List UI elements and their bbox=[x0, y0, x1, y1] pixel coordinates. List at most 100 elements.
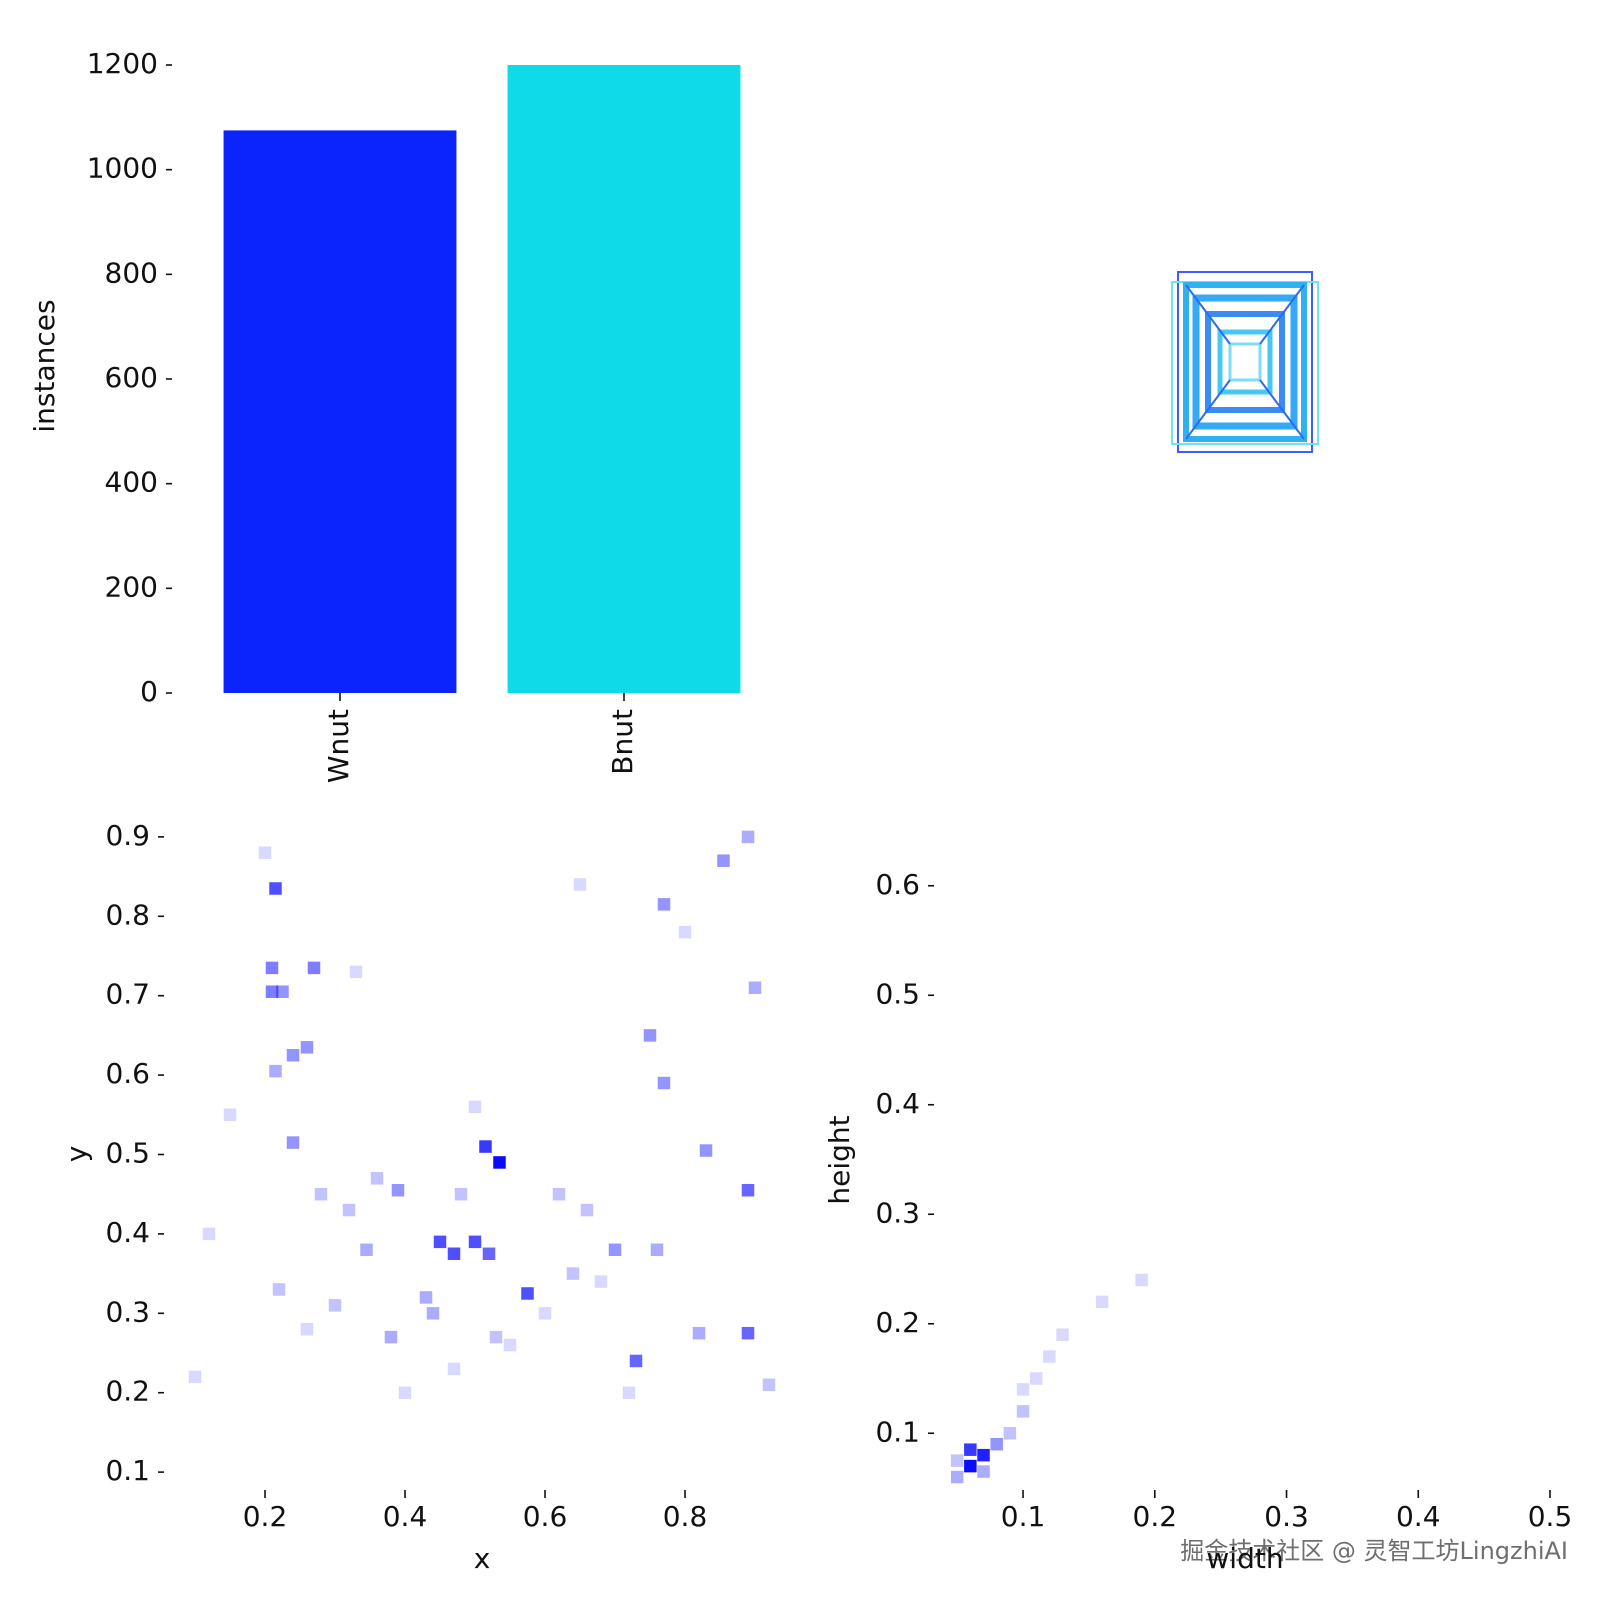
hist-cell bbox=[580, 1203, 594, 1217]
box-corner bbox=[1259, 379, 1305, 440]
hist-cell bbox=[1016, 1383, 1030, 1396]
hist-cell bbox=[977, 1448, 990, 1462]
hist-cell bbox=[977, 1465, 990, 1478]
hist-cell bbox=[479, 1140, 492, 1153]
hist-cell bbox=[678, 925, 692, 939]
hist-cell bbox=[657, 1076, 671, 1090]
hist-cell bbox=[762, 1378, 776, 1392]
watermark: 掘金技术社区 @ 灵智工坊LingzhiAI bbox=[1180, 1537, 1568, 1565]
x-tick-label: Bnut bbox=[606, 709, 639, 775]
hist-cell bbox=[269, 882, 282, 895]
hist-cell bbox=[454, 1187, 468, 1201]
box bbox=[1205, 311, 1285, 413]
y-tick-label: 0.9 bbox=[105, 819, 150, 852]
hist-cell bbox=[360, 1243, 373, 1257]
x-axis-label: x bbox=[474, 1542, 491, 1575]
hist-cell bbox=[950, 1454, 964, 1467]
y-tick-label: 1000 bbox=[87, 152, 158, 185]
hist-cell bbox=[307, 961, 321, 975]
y-tick-label: 400 bbox=[105, 466, 158, 499]
x-tick-label: 0.3 bbox=[1264, 1500, 1309, 1533]
y-tick-label: 0.6 bbox=[105, 1057, 150, 1090]
y-tick-label: 600 bbox=[105, 361, 158, 394]
box-corner bbox=[1259, 284, 1305, 345]
hist-cell bbox=[692, 1326, 706, 1340]
x-axis-label: width bbox=[1206, 1542, 1283, 1575]
hist-cell bbox=[629, 1354, 643, 1368]
hist-cell bbox=[328, 1299, 342, 1312]
hist-cell bbox=[482, 1247, 496, 1261]
y-tick-label: 0.1 bbox=[875, 1415, 920, 1448]
hist-cell bbox=[314, 1187, 328, 1201]
box-corner bbox=[1185, 284, 1231, 345]
y-tick-label: 0.5 bbox=[105, 1137, 150, 1170]
hist-cell bbox=[657, 898, 671, 911]
hist-cell bbox=[538, 1307, 552, 1320]
box-corner bbox=[1185, 379, 1231, 440]
hist-cell bbox=[964, 1443, 977, 1456]
hist-cell bbox=[468, 1100, 482, 1114]
hist-cell bbox=[1056, 1328, 1069, 1341]
hist-cell bbox=[286, 1048, 300, 1062]
hist-cell bbox=[384, 1330, 398, 1344]
hist-cell bbox=[622, 1386, 636, 1399]
hist-cell bbox=[1043, 1350, 1056, 1363]
box bbox=[1177, 271, 1313, 453]
y-tick-label: 0.4 bbox=[105, 1216, 150, 1249]
hist-cell bbox=[447, 1247, 461, 1261]
hist-cell bbox=[699, 1144, 713, 1157]
hist-cell bbox=[608, 1243, 622, 1257]
hist-cell bbox=[447, 1362, 461, 1376]
hist-cell bbox=[594, 1275, 608, 1288]
hist-cell bbox=[342, 1203, 356, 1217]
hist-cell bbox=[573, 878, 587, 891]
hist-cell bbox=[964, 1459, 977, 1473]
y-axis-label: y bbox=[60, 1146, 93, 1163]
hist-cell bbox=[650, 1243, 664, 1257]
hist-cell bbox=[1135, 1273, 1148, 1287]
x-tick-label: 0.5 bbox=[1528, 1500, 1573, 1533]
hist-cell bbox=[188, 1370, 202, 1384]
y-tick-label: 0.2 bbox=[875, 1306, 920, 1339]
y-tick-label: 0.1 bbox=[105, 1454, 150, 1487]
box bbox=[1228, 342, 1262, 382]
hist-cell bbox=[265, 961, 279, 975]
hist-cell bbox=[269, 1064, 282, 1078]
hist-cell bbox=[391, 1183, 405, 1197]
hist-cell bbox=[276, 985, 289, 998]
y-tick-label: 0.4 bbox=[875, 1087, 920, 1120]
y-tick-label: 0.2 bbox=[105, 1375, 150, 1408]
hist-cell bbox=[493, 1156, 506, 1169]
y-axis-label: instances bbox=[28, 299, 61, 432]
hist-cell bbox=[741, 1183, 755, 1197]
hist-cell bbox=[566, 1267, 580, 1280]
hist-cell bbox=[489, 1330, 503, 1344]
hist-cell bbox=[258, 846, 272, 860]
hist-cell bbox=[223, 1108, 237, 1122]
y-tick-label: 0.3 bbox=[105, 1295, 150, 1328]
box bbox=[1217, 329, 1273, 395]
y-tick-label: 800 bbox=[105, 256, 158, 289]
hist-cell bbox=[552, 1187, 566, 1201]
hist-cell bbox=[1095, 1295, 1109, 1309]
x-tick-label: 0.4 bbox=[1396, 1500, 1441, 1533]
bar bbox=[507, 65, 741, 693]
box bbox=[1183, 282, 1307, 442]
y-axis-label: height bbox=[823, 1115, 856, 1204]
hist-cell bbox=[503, 1338, 517, 1352]
x-tick-label: Wnut bbox=[322, 709, 355, 783]
hist-cell bbox=[950, 1470, 964, 1484]
y-tick-label: 200 bbox=[105, 570, 158, 603]
hist-cell bbox=[272, 1283, 286, 1296]
hist-cell bbox=[717, 854, 730, 867]
hist-cell bbox=[468, 1235, 482, 1249]
y-tick-label: 0.6 bbox=[875, 868, 920, 901]
hist-cell bbox=[741, 830, 755, 844]
hist-cell bbox=[433, 1235, 447, 1249]
hist-cell bbox=[202, 1227, 216, 1241]
hist-cell bbox=[1029, 1372, 1043, 1385]
hist-cell bbox=[1016, 1405, 1030, 1418]
hist-cell bbox=[419, 1291, 433, 1304]
hist-cell bbox=[748, 981, 762, 994]
